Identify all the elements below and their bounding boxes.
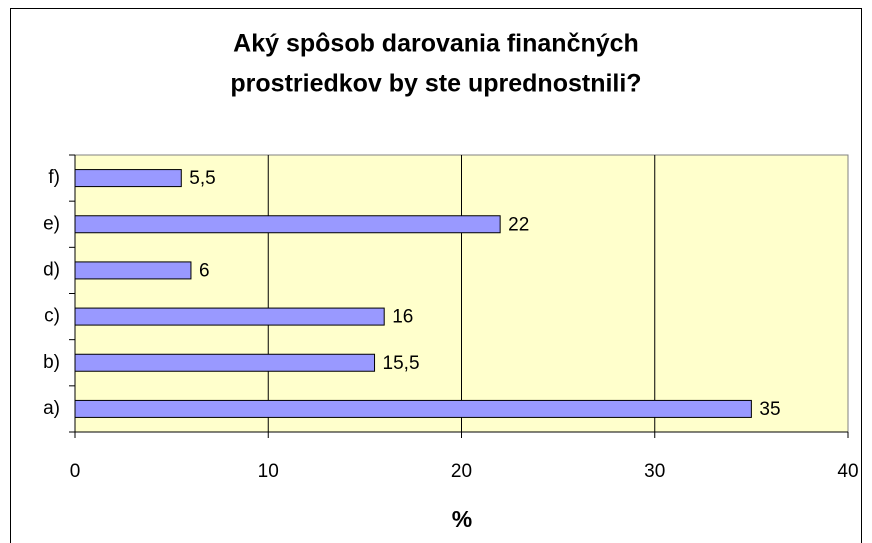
value-label: 16 (392, 307, 413, 328)
bar (74, 399, 752, 418)
value-label: 5,5 (189, 168, 215, 189)
bar (74, 353, 376, 372)
chart-title: Aký spôsob darovania finančných (233, 30, 639, 58)
x-tick-label: 40 (837, 461, 858, 482)
x-tick-label: 20 (451, 461, 472, 482)
bar (74, 169, 182, 188)
x-tick-label: 0 (70, 461, 81, 482)
bar (74, 261, 192, 280)
y-tick-label: a) (43, 398, 60, 419)
value-label: 22 (508, 214, 529, 235)
y-tick-label: b) (43, 352, 60, 373)
bar (74, 307, 385, 326)
value-label: 35 (759, 399, 780, 420)
x-axis-label: % (452, 506, 472, 532)
y-tick-label: d) (43, 259, 60, 280)
y-tick-label: e) (43, 213, 60, 234)
value-label: 6 (199, 260, 210, 281)
value-label: 15,5 (383, 353, 420, 374)
bar (74, 215, 501, 234)
y-tick-label: c) (44, 306, 60, 327)
y-tick-label: f) (48, 167, 60, 188)
x-tick-label: 30 (644, 461, 665, 482)
x-tick-label: 10 (258, 461, 279, 482)
chart-title: prostriedkov by ste uprednostnili? (230, 70, 641, 98)
